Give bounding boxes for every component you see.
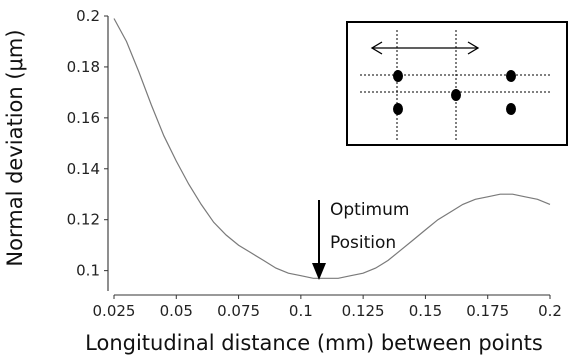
y-axis-label: Normal deviation (μm) bbox=[3, 29, 27, 266]
x-tick-label: 0.05 bbox=[160, 302, 193, 320]
x-tick-label: 0.175 bbox=[466, 302, 509, 320]
inset-point bbox=[451, 89, 461, 101]
x-tick-label: 0.125 bbox=[342, 302, 385, 320]
x-axis: 0.025 0.05 0.075 0.1 0.125 0.15 0.175 0.2 bbox=[93, 294, 562, 320]
plot-area bbox=[113, 18, 551, 279]
arrow-down-icon bbox=[312, 263, 326, 280]
inset-frame bbox=[346, 21, 568, 146]
x-tick-label: 0.1 bbox=[289, 302, 313, 320]
inset-diagram bbox=[346, 21, 568, 146]
annotation-line-2: Position bbox=[330, 233, 396, 253]
inset-point bbox=[393, 103, 403, 115]
y-tick-label: 0.1 bbox=[76, 262, 100, 280]
inset-point bbox=[393, 70, 403, 82]
inset-point bbox=[506, 70, 516, 82]
y-tick-label: 0.2 bbox=[76, 7, 100, 25]
y-tick-label: 0.18 bbox=[67, 58, 100, 76]
y-axis: 0.1 0.12 0.14 0.16 0.18 0.2 bbox=[67, 7, 109, 291]
y-tick-label: 0.12 bbox=[67, 211, 100, 229]
y-tick-label: 0.16 bbox=[67, 109, 100, 127]
y-tick-label: 0.14 bbox=[67, 160, 100, 178]
optimum-annotation: Optimum Position bbox=[312, 200, 409, 280]
x-tick-label: 0.15 bbox=[409, 302, 442, 320]
x-tick-label: 0.075 bbox=[217, 302, 260, 320]
x-tick-label: 0.2 bbox=[538, 302, 562, 320]
x-axis-label: Longitudinal distance (mm) between point… bbox=[85, 331, 543, 355]
annotation-line-1: Optimum bbox=[330, 200, 409, 220]
series-line bbox=[113, 18, 551, 279]
inset-point bbox=[506, 103, 516, 115]
arrow-left-icon bbox=[370, 41, 383, 55]
x-tick-label: 0.025 bbox=[93, 302, 136, 320]
arrow-right-icon bbox=[467, 41, 480, 55]
